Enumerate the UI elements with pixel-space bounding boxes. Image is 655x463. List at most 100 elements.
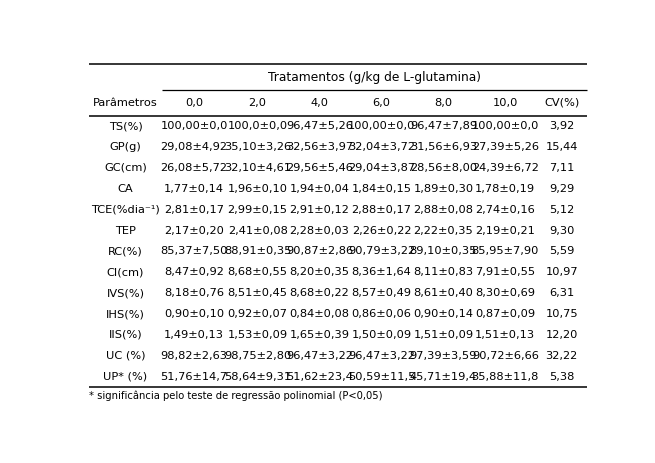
Text: 1,94±0,04: 1,94±0,04	[290, 184, 350, 194]
Text: 29,56±5,46: 29,56±5,46	[286, 163, 353, 173]
Text: 9,30: 9,30	[549, 225, 574, 236]
Text: 8,0: 8,0	[434, 98, 453, 108]
Text: 100,00±0,0: 100,00±0,0	[348, 121, 415, 131]
Text: 90,72±6,66: 90,72±6,66	[472, 351, 538, 361]
Text: 32,56±3,97: 32,56±3,97	[286, 142, 353, 152]
Text: 29,08±4,92: 29,08±4,92	[160, 142, 227, 152]
Text: 1,51±0,13: 1,51±0,13	[476, 330, 535, 340]
Text: 1,96±0,10: 1,96±0,10	[228, 184, 288, 194]
Text: 1,49±0,13: 1,49±0,13	[164, 330, 224, 340]
Text: 28,56±8,00: 28,56±8,00	[410, 163, 477, 173]
Text: 100,0±0,0: 100,0±0,0	[227, 121, 288, 131]
Text: 89,10±0,35: 89,10±0,35	[409, 246, 477, 257]
Text: 2,41±0,08: 2,41±0,08	[228, 225, 288, 236]
Text: 2,99±0,15: 2,99±0,15	[228, 205, 288, 215]
Text: 8,51±0,45: 8,51±0,45	[228, 288, 288, 298]
Text: 58,64±9,31: 58,64±9,31	[224, 372, 291, 382]
Text: 10,97: 10,97	[546, 267, 578, 277]
Text: 2,88±0,17: 2,88±0,17	[352, 205, 411, 215]
Text: 8,36±1,64: 8,36±1,64	[352, 267, 411, 277]
Text: 100,00±0,0: 100,00±0,0	[160, 121, 228, 131]
Text: CI(cm): CI(cm)	[107, 267, 144, 277]
Text: 6,0: 6,0	[373, 98, 390, 108]
Text: * significância pelo teste de regressão polinomial (P<0,05): * significância pelo teste de regressão …	[90, 391, 383, 401]
Text: 2,22±0,35: 2,22±0,35	[413, 225, 474, 236]
Text: CA: CA	[118, 184, 134, 194]
Text: 2,19±0,21: 2,19±0,21	[476, 225, 535, 236]
Text: Parâmetros: Parâmetros	[93, 98, 158, 108]
Text: 90,79±3,22: 90,79±3,22	[348, 246, 415, 257]
Text: 32,04±3,72: 32,04±3,72	[348, 142, 415, 152]
Text: TEP: TEP	[115, 225, 136, 236]
Text: 29,04±3,87: 29,04±3,87	[348, 163, 415, 173]
Text: UP* (%): UP* (%)	[103, 372, 147, 382]
Text: RC(%): RC(%)	[108, 246, 143, 257]
Text: 51,62±23,4: 51,62±23,4	[286, 372, 353, 382]
Text: 90,87±2,86: 90,87±2,86	[286, 246, 353, 257]
Text: 0,86±0,06: 0,86±0,06	[352, 309, 411, 319]
Text: 0,87±0,09: 0,87±0,09	[476, 309, 535, 319]
Text: 96,47±5,26: 96,47±5,26	[286, 121, 353, 131]
Text: IVS(%): IVS(%)	[107, 288, 145, 298]
Text: 15,44: 15,44	[546, 142, 578, 152]
Text: 0,0: 0,0	[185, 98, 203, 108]
Text: 12,20: 12,20	[546, 330, 578, 340]
Text: 32,10±4,61: 32,10±4,61	[224, 163, 291, 173]
Text: 1,53±0,09: 1,53±0,09	[227, 330, 288, 340]
Text: UC (%): UC (%)	[105, 351, 145, 361]
Text: 0,90±0,10: 0,90±0,10	[164, 309, 224, 319]
Text: 8,68±0,22: 8,68±0,22	[290, 288, 349, 298]
Text: 35,88±11,8: 35,88±11,8	[472, 372, 539, 382]
Text: 8,20±0,35: 8,20±0,35	[290, 267, 350, 277]
Text: 6,31: 6,31	[549, 288, 574, 298]
Text: 8,11±0,83: 8,11±0,83	[413, 267, 474, 277]
Text: 2,26±0,22: 2,26±0,22	[352, 225, 411, 236]
Text: 7,91±0,55: 7,91±0,55	[476, 267, 535, 277]
Text: 1,84±0,15: 1,84±0,15	[352, 184, 411, 194]
Text: 10,0: 10,0	[493, 98, 518, 108]
Text: 5,38: 5,38	[549, 372, 574, 382]
Text: 96,47±7,89: 96,47±7,89	[410, 121, 477, 131]
Text: IIS(%): IIS(%)	[109, 330, 142, 340]
Text: 24,39±6,72: 24,39±6,72	[472, 163, 538, 173]
Text: 2,28±0,03: 2,28±0,03	[290, 225, 350, 236]
Text: 2,91±0,12: 2,91±0,12	[290, 205, 350, 215]
Text: 88,91±0,35: 88,91±0,35	[224, 246, 291, 257]
Text: 27,39±5,26: 27,39±5,26	[472, 142, 539, 152]
Text: 1,51±0,09: 1,51±0,09	[413, 330, 474, 340]
Text: TS(%): TS(%)	[109, 121, 142, 131]
Text: 45,71±19,4: 45,71±19,4	[410, 372, 477, 382]
Text: 8,68±0,55: 8,68±0,55	[228, 267, 288, 277]
Text: 0,90±0,14: 0,90±0,14	[413, 309, 474, 319]
Text: 98,75±2,80: 98,75±2,80	[224, 351, 291, 361]
Text: TCE(%dia⁻¹): TCE(%dia⁻¹)	[91, 205, 160, 215]
Text: 8,47±0,92: 8,47±0,92	[164, 267, 224, 277]
Text: 50,59±11,5: 50,59±11,5	[348, 372, 415, 382]
Text: 51,76±14,7: 51,76±14,7	[160, 372, 228, 382]
Text: 8,61±0,40: 8,61±0,40	[413, 288, 474, 298]
Text: 8,18±0,76: 8,18±0,76	[164, 288, 224, 298]
Text: 32,22: 32,22	[546, 351, 578, 361]
Text: 0,84±0,08: 0,84±0,08	[290, 309, 350, 319]
Text: 98,82±2,63: 98,82±2,63	[160, 351, 227, 361]
Text: 97,39±3,59: 97,39±3,59	[409, 351, 477, 361]
Text: 3,92: 3,92	[549, 121, 574, 131]
Text: CV(%): CV(%)	[544, 98, 579, 108]
Text: 35,10±3,26: 35,10±3,26	[224, 142, 291, 152]
Text: 5,59: 5,59	[549, 246, 574, 257]
Text: GC(cm): GC(cm)	[104, 163, 147, 173]
Text: 2,74±0,16: 2,74±0,16	[476, 205, 535, 215]
Text: 2,88±0,08: 2,88±0,08	[413, 205, 474, 215]
Text: 8,30±0,69: 8,30±0,69	[476, 288, 535, 298]
Text: 10,75: 10,75	[546, 309, 578, 319]
Text: 100,00±0,0: 100,00±0,0	[472, 121, 539, 131]
Text: 1,77±0,14: 1,77±0,14	[164, 184, 224, 194]
Text: GP(g): GP(g)	[109, 142, 141, 152]
Text: 31,56±6,93: 31,56±6,93	[410, 142, 477, 152]
Text: 1,78±0,19: 1,78±0,19	[476, 184, 535, 194]
Text: 2,81±0,17: 2,81±0,17	[164, 205, 224, 215]
Text: 8,57±0,49: 8,57±0,49	[352, 288, 411, 298]
Text: 2,17±0,20: 2,17±0,20	[164, 225, 224, 236]
Text: 85,37±7,50: 85,37±7,50	[160, 246, 228, 257]
Text: Tratamentos (g/kg de L-glutamina): Tratamentos (g/kg de L-glutamina)	[268, 71, 481, 84]
